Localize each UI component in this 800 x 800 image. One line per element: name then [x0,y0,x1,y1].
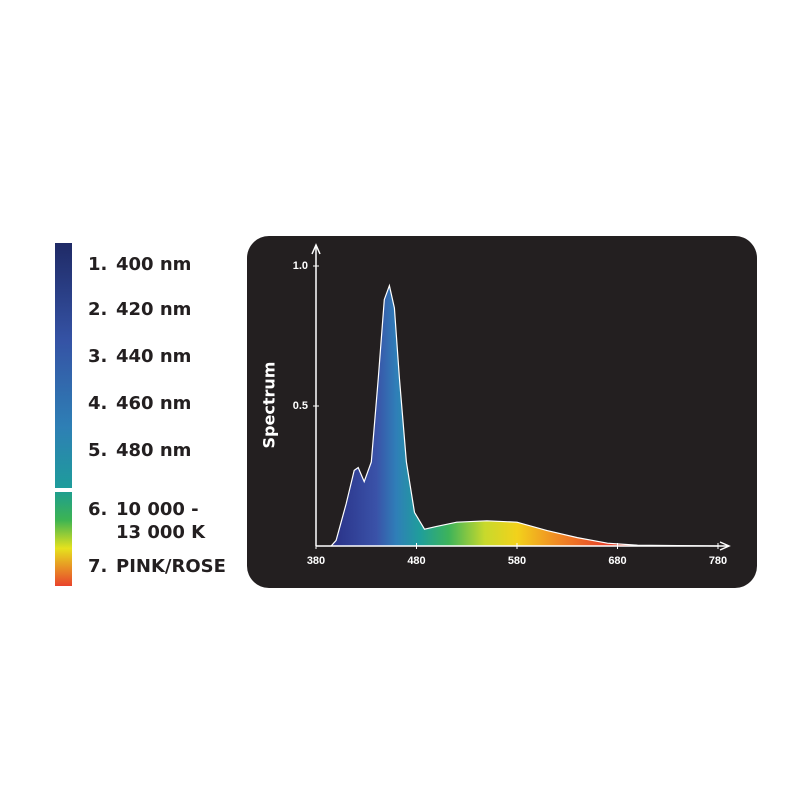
x-tick-label: 380 [307,555,325,567]
legend-number: 3. [88,346,107,367]
x-arrow [719,541,731,551]
legend-label: PINK/ROSE [116,556,226,577]
x-tick-label: 480 [407,555,425,567]
y-tick-label: 0.5 [293,400,308,412]
color-bar [55,243,72,488]
legend-label: 460 nm [116,393,191,414]
chart: 380 480 580 680 780 0.5 1.0 Spectrum [260,243,731,567]
legend-label: 480 nm [116,440,191,461]
color-bar [55,492,72,586]
spectrum-line [330,283,719,547]
x-tick-label: 680 [608,555,626,567]
spectrum-area [331,285,718,546]
legend-number: 6. [88,499,107,520]
legend-label: 420 nm [116,299,191,320]
legend-number: 1. [88,254,107,275]
y-tick-label: 1.0 [293,260,308,272]
legend-label: 400 nm [116,254,191,275]
legend-number: 2. [88,299,107,320]
legend-number: 7. [88,556,107,577]
legend-label: 440 nm [116,346,191,367]
legend-number: 5. [88,440,107,461]
legend-label: 13 000 K [116,522,206,543]
x-tick-label: 580 [508,555,526,567]
legend-number: 4. [88,393,107,414]
y-arrow [311,243,321,255]
y-axis-label: Spectrum [260,362,279,449]
legend-label: 10 000 - [116,499,199,520]
legend: 1. 400 nm 2. 420 nm 3. 440 nm 4. 460 nm 5. 480 nm… [88,254,226,577]
x-tick-label: 780 [709,555,727,567]
